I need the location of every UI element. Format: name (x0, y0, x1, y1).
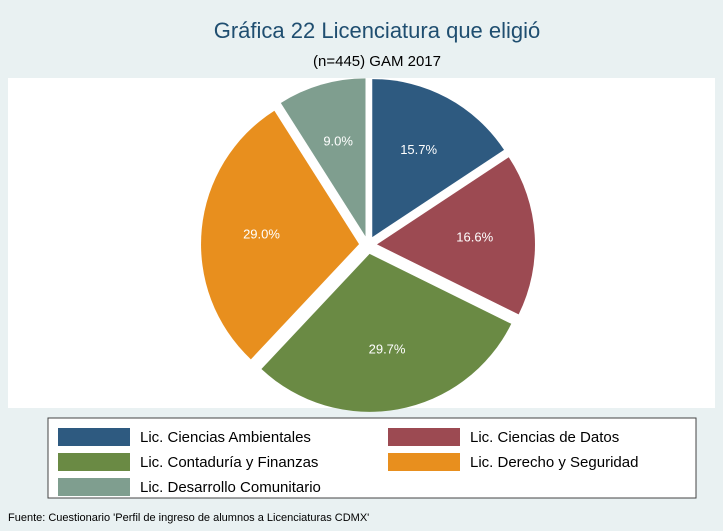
legend-swatch (58, 453, 130, 471)
slice-label: 15.7% (400, 142, 437, 157)
legend-label: Lic. Derecho y Seguridad (470, 454, 638, 471)
chart-subtitle: (n=445) GAM 2017 (313, 53, 441, 70)
pie-slice (280, 78, 366, 237)
legend-swatch (58, 478, 130, 496)
slice-label: 29.0% (243, 226, 280, 241)
legend-swatch (388, 428, 460, 446)
pie-slice (261, 253, 512, 412)
slice-label: 29.7% (369, 342, 406, 357)
legend-swatch (388, 453, 460, 471)
legend-swatch (58, 428, 130, 446)
legend-label: Lic. Ciencias de Datos (470, 429, 619, 446)
source-note: Fuente: Cuestionario 'Perfil de ingreso … (8, 512, 369, 524)
legend-label: Lic. Ciencias Ambientales (140, 429, 311, 446)
slice-label: 9.0% (323, 134, 353, 149)
legend-box (47, 417, 697, 499)
pie-slice (376, 157, 535, 315)
legend-label: Lic. Contaduría y Finanzas (140, 454, 318, 471)
pie-slice (201, 110, 360, 360)
pie-slice (372, 79, 505, 238)
slice-label: 16.6% (456, 230, 493, 245)
legend-label: Lic. Desarrollo Comunitario (140, 479, 321, 496)
chart-title: Gráfica 22 Licenciatura que eligió (214, 18, 541, 43)
